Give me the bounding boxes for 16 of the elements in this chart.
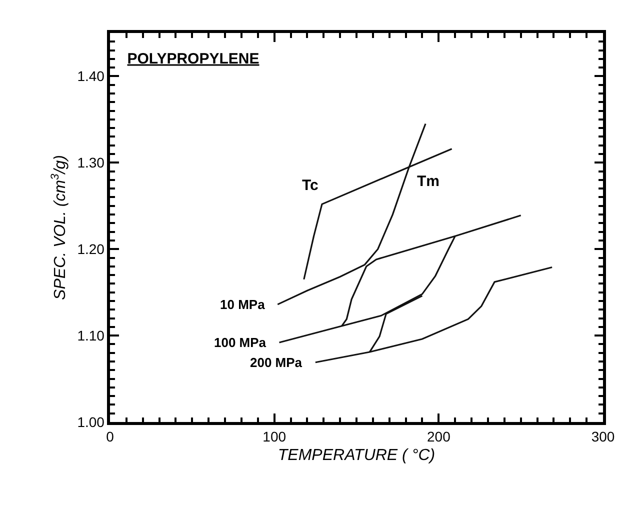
- text: POLYPROPYLENE: [127, 50, 260, 68]
- annotation: Tc: [302, 177, 318, 194]
- x-tick-label: 300: [591, 428, 615, 445]
- x-axis-title: TEMPERATURE ( °C): [278, 447, 436, 464]
- series-label: 10 MPa: [220, 297, 266, 312]
- y-tick-label: 1.10: [77, 327, 105, 344]
- series-label: 100 MPa: [214, 335, 267, 350]
- y-tick-label: 1.30: [77, 154, 105, 171]
- annotation: Tm: [417, 173, 440, 190]
- y-tick-label: 1.40: [77, 68, 105, 84]
- x-tick-label: 100: [262, 428, 286, 445]
- series-label: 200 MPa: [250, 355, 303, 370]
- y-tick-label: 1.20: [77, 241, 105, 258]
- x-tick-label: 0: [106, 428, 114, 445]
- x-tick-label: 200: [426, 428, 451, 445]
- y-tick-label: 1.00: [77, 414, 105, 430]
